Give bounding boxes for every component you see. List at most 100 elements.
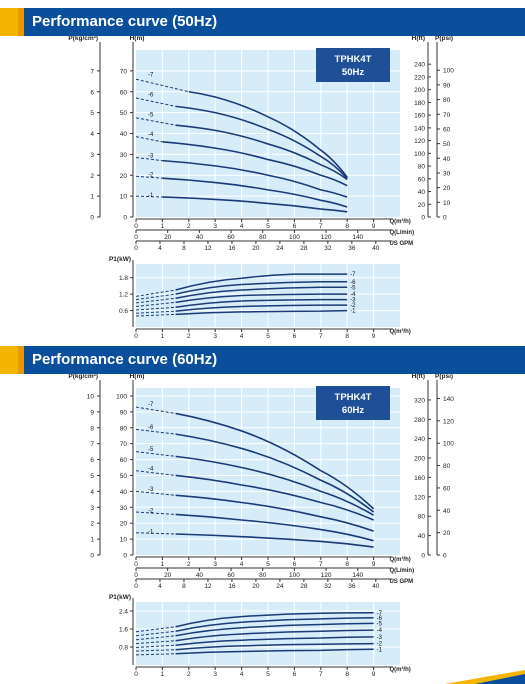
power-tick-label: 0.8 — [119, 645, 128, 652]
head-curve-dashed — [135, 136, 163, 143]
x-tick-label: 1 — [161, 223, 165, 230]
pressure-tick-label: 7 — [90, 441, 94, 448]
performance-chart-50hz: P(kg/cm²) H(m)01234567010203040506070H(ft… — [68, 36, 454, 340]
x-tick-label: 40 — [196, 572, 204, 579]
head-tick-label: 40 — [120, 131, 128, 138]
head-tick-label: 100 — [116, 393, 127, 400]
power-curve — [175, 273, 348, 291]
power-curve-dashed — [135, 644, 176, 648]
x-tick-label: 100 — [289, 572, 300, 579]
pressure-axis-label: P(kg/cm²) — [68, 36, 98, 42]
x-tick-label: 2 — [187, 333, 191, 340]
head-ft-tick-label: 120 — [414, 494, 425, 501]
x-tick-label: 0 — [134, 671, 138, 678]
power-tick-label: 0.6 — [119, 308, 128, 315]
x-tick-label: 2 — [187, 223, 191, 230]
x-tick-label: 3 — [213, 561, 217, 568]
pressure-tick-label: 7 — [90, 68, 94, 75]
x-axis-unit: Q(L/min) — [389, 230, 414, 236]
head-tick-label: 30 — [120, 152, 128, 159]
curve-label: -1 — [148, 529, 154, 535]
head-curve — [162, 177, 348, 208]
pressure-tick-label: 6 — [90, 457, 94, 464]
x-tick-label: 20 — [252, 245, 260, 252]
head-tick-label: 50 — [120, 110, 128, 117]
x-axis-unit: Q(m³/h) — [389, 218, 410, 225]
x-tick-label: 7 — [319, 561, 323, 568]
psi-tick-label: 140 — [443, 396, 454, 403]
power-curve-dashed — [135, 301, 176, 307]
psi-tick-label: 120 — [443, 418, 454, 425]
x-tick-label: 80 — [259, 572, 267, 579]
x-tick-label: 1 — [161, 671, 165, 678]
x-tick-label: 36 — [348, 583, 356, 590]
power-curve-dashed — [135, 289, 176, 297]
curve-label: -1 — [377, 647, 383, 653]
psi-tick-label: 100 — [443, 441, 454, 448]
pressure-tick-label: 0 — [90, 215, 94, 222]
curve-label: -7 — [148, 402, 154, 408]
model-box — [316, 48, 390, 82]
x-tick-label: 4 — [158, 245, 162, 252]
curve-label: -1 — [350, 309, 356, 315]
power-tick-label: 1.8 — [119, 275, 128, 282]
head-curve-dashed — [135, 78, 189, 93]
head-curve — [175, 412, 375, 510]
head-curve — [175, 455, 375, 516]
head-tick-label: 70 — [120, 68, 128, 75]
head-tick-label: 70 — [120, 441, 128, 448]
curve-label: -7 — [148, 72, 154, 78]
head-tick-label: 90 — [120, 409, 128, 416]
head-ft-tick-label: 60 — [418, 176, 426, 183]
x-tick-label: 28 — [300, 245, 308, 252]
x-tick-label: 9 — [372, 223, 376, 230]
x-tick-label: 6 — [293, 561, 297, 568]
head-ft-tick-label: 40 — [418, 189, 426, 196]
head-curve — [175, 433, 375, 513]
head-curve-dashed — [135, 470, 176, 476]
head-curve — [162, 159, 348, 198]
curve-label: -6 — [350, 280, 356, 286]
x-tick-label: 60 — [227, 234, 235, 241]
head-curve-dashed — [135, 157, 163, 162]
power-curve-dashed — [135, 635, 176, 641]
header-accent — [0, 346, 18, 374]
x-tick-label: 0 — [134, 561, 138, 568]
head-curve-dashed — [135, 117, 176, 126]
power-curve — [175, 612, 374, 628]
x-tick-label: 80 — [259, 234, 267, 241]
x-axis-unit: Q(m³/h) — [389, 556, 410, 563]
power-curve — [175, 293, 348, 304]
x-tick-label: 28 — [300, 583, 308, 590]
head-ft-tick-label: 160 — [414, 113, 425, 120]
power-tick-label: 1.2 — [119, 292, 128, 299]
header-accent — [18, 346, 24, 374]
curve-label: -5 — [148, 447, 154, 453]
x-tick-label: 32 — [324, 583, 332, 590]
x-tick-label: 8 — [182, 583, 186, 590]
psi-tick-label: 40 — [443, 156, 451, 163]
power-curve — [175, 286, 348, 299]
psi-tick-label: 80 — [443, 97, 451, 104]
curve-label: -4 — [350, 292, 356, 298]
head-ft-tick-label: 280 — [414, 417, 425, 424]
pressure-tick-label: 9 — [90, 409, 94, 416]
performance-chart-60hz: P(kg/cm²) H(m)012345678910010203040506070… — [68, 374, 454, 678]
x-tick-label: 5 — [266, 223, 270, 230]
psi-tick-label: 10 — [443, 200, 451, 207]
head-curve-dashed — [135, 175, 163, 179]
power-curve-dashed — [135, 649, 176, 652]
model-box — [316, 386, 390, 420]
head-tick-label: 20 — [120, 173, 128, 180]
pressure-tick-label: 2 — [90, 173, 94, 180]
x-tick-label: 9 — [372, 561, 376, 568]
x-tick-label: 9 — [372, 333, 376, 340]
curve-label: -3 — [350, 298, 356, 304]
power-curve-dashed — [135, 626, 176, 633]
section-header-60hz: Performance curve (60Hz) — [0, 346, 525, 374]
x-tick-label: 120 — [321, 572, 332, 579]
head-curve — [188, 90, 348, 178]
x-tick-label: 36 — [348, 245, 356, 252]
x-tick-label: 3 — [213, 333, 217, 340]
psi-tick-label: 60 — [443, 126, 451, 133]
